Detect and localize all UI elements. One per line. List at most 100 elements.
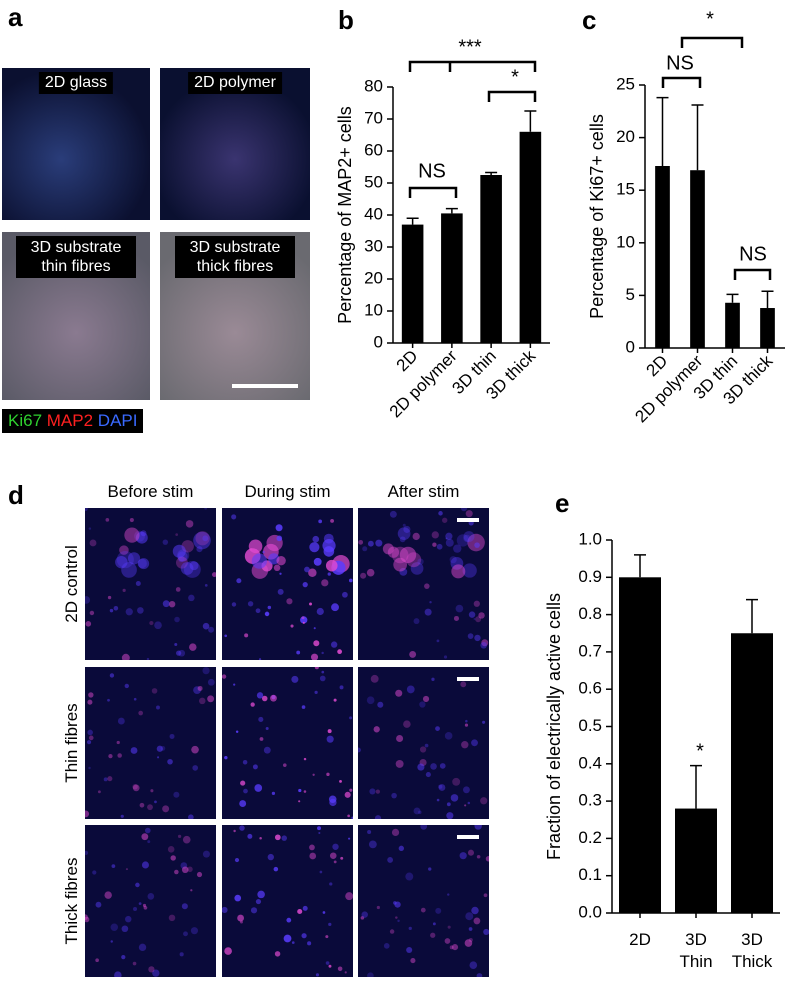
column-header: After stim [387, 482, 460, 501]
cell-signal [419, 746, 427, 753]
cell-signal [175, 533, 179, 536]
cell-signal [267, 853, 274, 861]
cell-signal [85, 850, 89, 855]
x-tick-label: 3D Thick [731, 930, 773, 971]
cell-signal [190, 927, 199, 935]
cell-signal [445, 538, 454, 547]
cell-signal [207, 695, 215, 703]
cell-signal [309, 542, 320, 553]
cell-signal [316, 607, 324, 616]
cell-signal [446, 802, 451, 807]
cell-signal [340, 856, 344, 860]
cell-signal [132, 784, 140, 792]
cell-signal [233, 683, 236, 686]
legend-entry: DAPI [97, 411, 138, 430]
cell-signal [465, 510, 473, 518]
cell-signal [337, 966, 343, 972]
cell-signal [121, 653, 130, 660]
cell-signal [307, 941, 312, 946]
cell-signal [453, 544, 462, 553]
cell-signal [189, 643, 197, 651]
cell-signal [322, 911, 326, 914]
cell-signal [109, 608, 114, 613]
y-tick-label: 0 [626, 337, 635, 356]
cell-signal [282, 763, 287, 767]
bar [690, 170, 705, 348]
cell-signal [121, 955, 126, 960]
cell-signal [169, 733, 175, 739]
y-tick-label: 0.7 [578, 641, 602, 660]
cell-signal [445, 532, 453, 540]
cell-signal [176, 556, 188, 569]
cell-signal [445, 537, 448, 540]
cell-signal [387, 857, 394, 863]
cell-signal [275, 524, 283, 532]
cell-signal [318, 831, 321, 835]
y-tick-label: 0.8 [578, 604, 602, 623]
image-label: 3D substrate thick fibres [175, 236, 295, 278]
cell-signal [319, 870, 323, 874]
significance-label: NS [418, 160, 446, 182]
cell-signal [464, 723, 469, 727]
cell-signal [107, 595, 112, 600]
cell-signal [339, 779, 342, 783]
cell-signal [394, 901, 401, 908]
cell-signal [366, 696, 375, 705]
cell-signal [183, 931, 188, 937]
cell-signal [104, 891, 112, 899]
bar [675, 808, 717, 913]
cell-signal [464, 804, 467, 807]
cell-signal [296, 650, 301, 655]
cell-signal [105, 518, 110, 522]
cell-signal [430, 932, 436, 938]
cell-signal [233, 829, 236, 833]
cell-signal [344, 971, 347, 974]
cell-signal [403, 720, 411, 728]
cell-signal [89, 610, 95, 616]
cell-signal [274, 951, 281, 957]
cell-signal [424, 583, 430, 589]
cell-signal [175, 587, 181, 592]
cell-signal [450, 794, 459, 802]
cell-signal [480, 641, 488, 649]
cell-signal [366, 568, 375, 577]
cell-signal [240, 780, 246, 786]
cell-signal [234, 857, 240, 863]
cell-signal [120, 814, 124, 818]
x-tick-label: 3D Thin [679, 930, 713, 971]
y-tick-label: 40 [364, 204, 383, 223]
cell-signal [347, 814, 351, 818]
cell-signal [187, 866, 193, 873]
cell-signal [450, 557, 464, 570]
cell-signal [95, 901, 102, 908]
cell-signal [313, 627, 316, 630]
error-bar [746, 598, 758, 634]
cell-signal [193, 531, 211, 550]
cell-signal [138, 558, 150, 570]
panel-label: e [555, 488, 569, 518]
cell-signal [277, 588, 284, 595]
calcium-image [358, 825, 489, 977]
cell-signal [190, 889, 193, 892]
cell-signal [312, 773, 315, 776]
cell-signal [417, 763, 425, 771]
cell-signal [247, 601, 254, 607]
cell-signal [85, 621, 92, 627]
y-tick-label: 70 [364, 108, 383, 127]
cell-signal [111, 864, 116, 868]
cell-signal [367, 829, 372, 835]
cell-signal [204, 583, 208, 587]
cell-signal [181, 903, 188, 910]
cell-signal [127, 552, 141, 565]
cell-signal [180, 562, 194, 575]
cell-signal [473, 617, 476, 620]
cell-signal [239, 920, 243, 924]
cell-signal [132, 784, 138, 790]
cell-signal [393, 557, 408, 572]
cell-signal [121, 562, 137, 578]
x-tick-label: 2D [629, 930, 651, 949]
cell-signal [349, 716, 353, 720]
cell-signal [444, 938, 451, 944]
cell-signal [110, 923, 119, 931]
